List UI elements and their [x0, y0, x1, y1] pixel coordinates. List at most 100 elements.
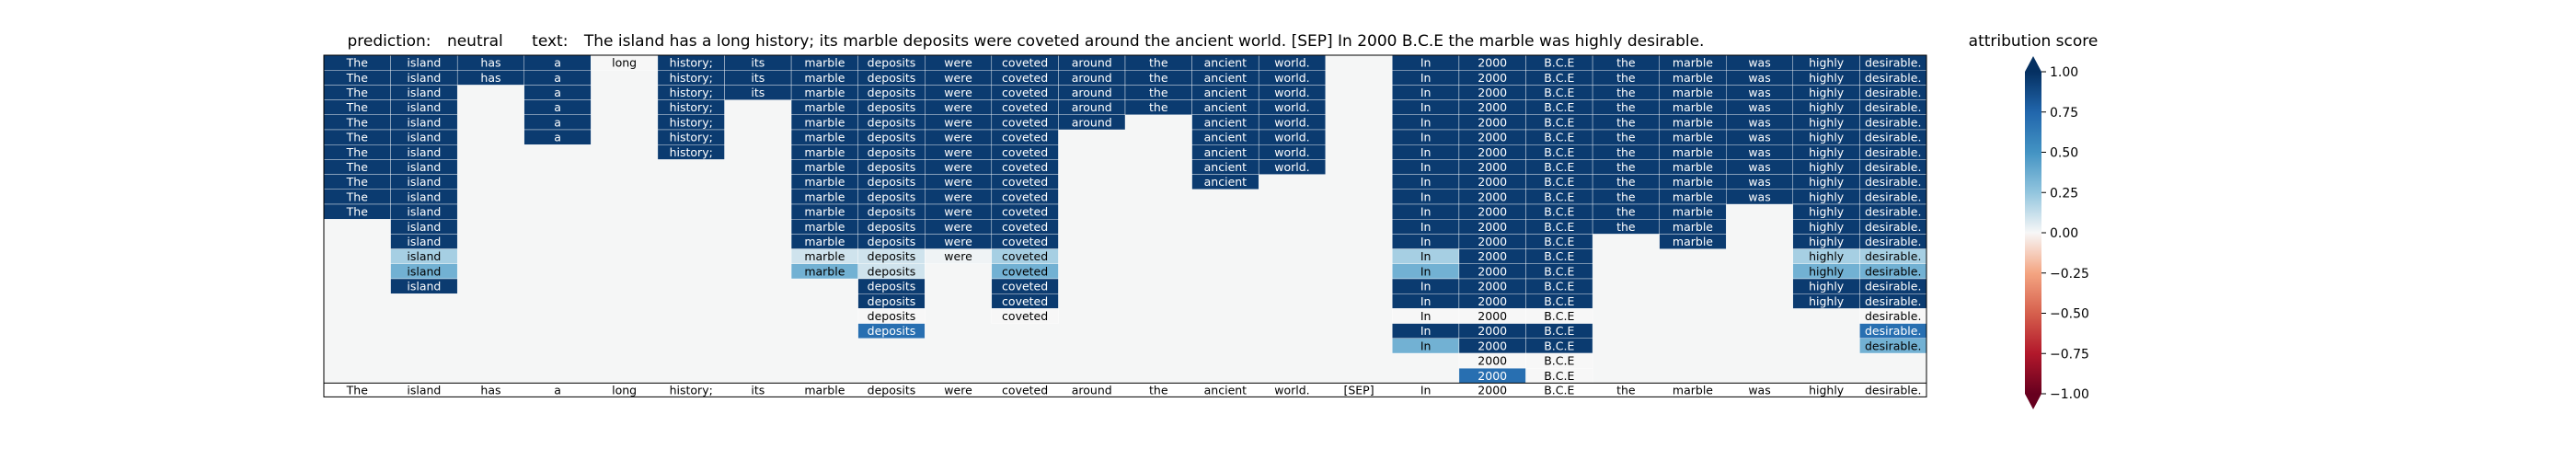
- cell-token-label: coveted: [1002, 249, 1048, 263]
- cell-token-label: B.C.E: [1544, 354, 1574, 368]
- cell-token-label: deposits: [868, 115, 916, 129]
- cell-token-label: were: [944, 160, 972, 174]
- cell-token-label: coveted: [1002, 71, 1048, 85]
- cell-token-label: 2000: [1478, 220, 1507, 234]
- cell-token-label: a: [554, 115, 561, 129]
- cell-token-label: history;: [670, 86, 713, 99]
- cell-token-label: In: [1420, 235, 1432, 248]
- cell-token-label: In: [1420, 145, 1432, 159]
- cell-token-label: world.: [1274, 71, 1309, 85]
- cell-token-label: marble: [804, 131, 845, 144]
- token-tick-label: highly: [1809, 383, 1845, 397]
- cell-token-label: marble: [804, 100, 845, 114]
- cell-token-label: was: [1748, 160, 1770, 174]
- cell-token-label: the: [1616, 160, 1636, 174]
- cell-token-label: desirable.: [1865, 235, 1921, 248]
- cell-token-label: deposits: [868, 324, 916, 338]
- cell-token-label: 2000: [1478, 369, 1507, 383]
- cell-token-label: desirable.: [1865, 249, 1921, 263]
- cell-token-label: deposits: [868, 294, 916, 308]
- token-tick-label: around: [1072, 383, 1112, 397]
- cell-token-label: 2000: [1478, 235, 1507, 248]
- heatmap-cell: [991, 308, 1059, 324]
- heatmap-frame: [323, 54, 1927, 397]
- cell-token-label: island: [407, 220, 441, 234]
- cell-token-label: In: [1420, 86, 1432, 99]
- cell-token-label: were: [944, 100, 972, 114]
- cell-token-label: highly: [1809, 56, 1845, 70]
- cell-token-label: deposits: [868, 190, 916, 203]
- token-tick-label: coveted: [1002, 383, 1048, 397]
- cell-token-label: In: [1420, 56, 1432, 70]
- cell-token-label: coveted: [1002, 175, 1048, 189]
- cell-token-label: B.C.E: [1544, 100, 1574, 114]
- cell-token-label: the: [1616, 56, 1636, 70]
- cell-token-label: B.C.E: [1544, 264, 1574, 278]
- cell-token-label: were: [944, 249, 972, 263]
- token-tick-label: ancient: [1204, 383, 1248, 397]
- cell-token-label: 2000: [1478, 205, 1507, 219]
- cell-token-label: was: [1748, 71, 1770, 85]
- cell-token-label: highly: [1809, 264, 1845, 278]
- colorbar-title: attribution score: [1969, 32, 2099, 51]
- cell-token-label: ancient: [1204, 160, 1248, 174]
- cell-token-label: marble: [804, 175, 845, 189]
- cell-token-label: B.C.E: [1544, 235, 1574, 248]
- cell-token-label: around: [1072, 115, 1112, 129]
- cell-token-label: was: [1748, 190, 1770, 203]
- cell-token-label: desirable.: [1865, 190, 1921, 203]
- cell-token-label: island: [407, 71, 441, 85]
- cell-token-label: highly: [1809, 205, 1845, 219]
- cell-token-label: The: [346, 115, 369, 129]
- colorbar-tick-label: −0.75: [2050, 347, 2089, 362]
- cell-token-label: were: [944, 115, 972, 129]
- colorbar-tick-label: 0.75: [2050, 106, 2078, 121]
- cell-token-label: marble: [804, 115, 845, 129]
- colorbar-gradient: [2025, 72, 2041, 394]
- cell-token-label: B.C.E: [1544, 294, 1574, 308]
- cell-token-label: around: [1072, 86, 1112, 99]
- cell-token-label: highly: [1809, 115, 1845, 129]
- cell-token-label: 2000: [1478, 294, 1507, 308]
- token-tick-label: a: [554, 383, 561, 397]
- cell-token-label: highly: [1809, 175, 1845, 189]
- cell-token-label: around: [1072, 71, 1112, 85]
- cell-token-label: history;: [670, 131, 713, 144]
- cell-token-label: island: [407, 175, 441, 189]
- cell-token-label: B.C.E: [1544, 175, 1574, 189]
- cell-token-label: The: [346, 205, 369, 219]
- cell-token-label: has: [480, 71, 500, 85]
- cell-token-label: marble: [804, 220, 845, 234]
- cell-token-label: has: [480, 56, 500, 70]
- token-tick-label: long: [612, 383, 637, 397]
- title-text-label: text:: [532, 32, 568, 51]
- cell-token-label: 2000: [1478, 249, 1507, 263]
- token-tick-label: 2000: [1478, 383, 1507, 397]
- colorbar-tick-label: −0.25: [2050, 267, 2089, 282]
- cell-token-label: were: [944, 71, 972, 85]
- cell-token-label: 2000: [1478, 354, 1507, 368]
- colorbar-min-extension: [2025, 394, 2041, 409]
- cell-token-label: marble: [1673, 115, 1713, 129]
- cell-token-label: 2000: [1478, 264, 1507, 278]
- cell-token-label: were: [944, 220, 972, 234]
- cell-token-label: marble: [1673, 131, 1713, 144]
- token-tick-label: marble: [1673, 383, 1713, 397]
- cell-token-label: were: [944, 145, 972, 159]
- colorbar-tick-label: −0.50: [2050, 307, 2089, 322]
- cell-token-label: a: [554, 56, 561, 70]
- chart-title: prediction: neutral text: The island has…: [348, 32, 1705, 51]
- cell-token-label: B.C.E: [1544, 339, 1574, 352]
- cell-token-label: In: [1420, 249, 1432, 263]
- cell-token-label: B.C.E: [1544, 280, 1574, 293]
- cell-token-label: B.C.E: [1544, 115, 1574, 129]
- cell-token-label: world.: [1274, 56, 1309, 70]
- heatmap-cell: [657, 144, 725, 160]
- cell-token-label: island: [407, 190, 441, 203]
- cell-token-label: The: [346, 175, 369, 189]
- cell-token-label: 2000: [1478, 280, 1507, 293]
- cell-token-label: were: [944, 205, 972, 219]
- cell-token-label: island: [407, 100, 441, 114]
- title-prediction-label: prediction:: [348, 32, 431, 51]
- cell-token-label: The: [346, 145, 369, 159]
